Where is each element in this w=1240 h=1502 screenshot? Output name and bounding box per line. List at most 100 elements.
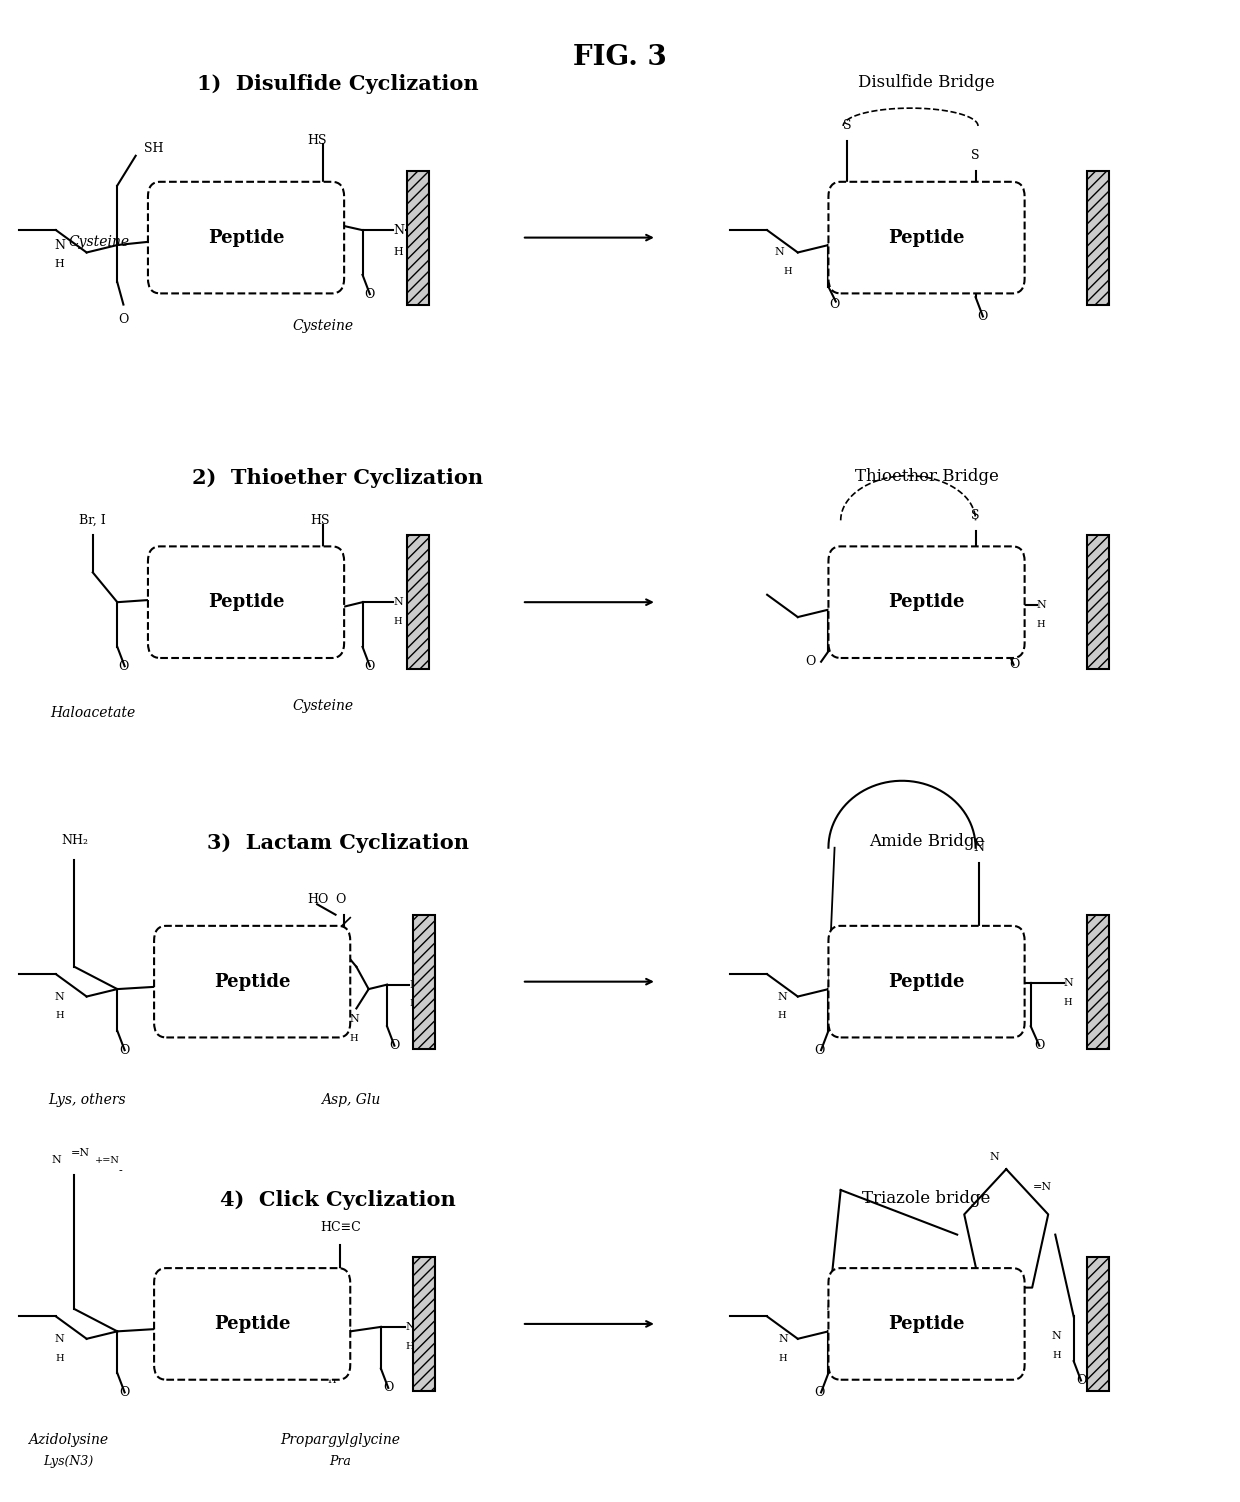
Bar [1087, 915, 1110, 1048]
Text: Peptide: Peptide [208, 593, 284, 611]
Text: O: O [1034, 1039, 1044, 1051]
Text: H: H [1053, 1350, 1060, 1359]
Text: Cysteine: Cysteine [68, 234, 129, 249]
Bar [1087, 535, 1110, 670]
Text: NH₂: NH₂ [61, 834, 88, 847]
FancyBboxPatch shape [148, 182, 345, 293]
Text: N: N [1009, 240, 1019, 249]
FancyBboxPatch shape [154, 1268, 350, 1380]
Text: N: N [51, 1155, 61, 1166]
Text: -: - [119, 1166, 123, 1176]
Text: Lys(N3): Lys(N3) [43, 1455, 93, 1467]
Text: Propargylglycine: Propargylglycine [280, 1433, 401, 1446]
FancyBboxPatch shape [154, 925, 350, 1038]
Text: O: O [365, 288, 374, 300]
Text: HC≡C: HC≡C [320, 1221, 361, 1233]
Text: O: O [1009, 658, 1021, 671]
Text: O: O [978, 309, 988, 323]
Text: N: N [55, 239, 66, 251]
Text: N: N [409, 979, 419, 990]
Text: N: N [55, 1334, 64, 1344]
Text: Peptide: Peptide [888, 593, 965, 611]
Text: H: H [1037, 620, 1045, 629]
FancyBboxPatch shape [828, 182, 1024, 293]
Text: O: O [805, 655, 815, 668]
Text: HO: HO [308, 894, 329, 906]
Text: Peptide: Peptide [208, 228, 284, 246]
Text: H: H [409, 999, 418, 1008]
Text: S: S [971, 509, 980, 523]
Text: =N: =N [1033, 1182, 1053, 1193]
Text: O: O [118, 659, 129, 673]
Text: Peptide: Peptide [888, 228, 965, 246]
Text: O: O [830, 297, 839, 311]
Bar [413, 915, 435, 1048]
Text: =N: =N [71, 1148, 89, 1158]
Text: H: H [779, 1353, 787, 1362]
Text: S: S [843, 120, 851, 132]
Text: N: N [1064, 978, 1074, 988]
Text: H: H [55, 260, 64, 269]
Text: HS: HS [308, 134, 327, 147]
Text: O: O [119, 1386, 130, 1398]
Text: Triazole bridge: Triazole bridge [862, 1190, 991, 1208]
Text: Disulfide Bridge: Disulfide Bridge [858, 74, 994, 92]
Bar [413, 1257, 435, 1391]
Text: N: N [777, 991, 786, 1002]
Text: H: H [350, 1033, 358, 1042]
FancyBboxPatch shape [828, 925, 1024, 1038]
Text: N: N [405, 1322, 415, 1332]
Text: Asp, Glu: Asp, Glu [321, 1093, 379, 1107]
Text: Peptide: Peptide [888, 1314, 965, 1332]
Text: O: O [119, 1044, 130, 1056]
Text: Br, I: Br, I [79, 514, 107, 527]
Text: N: N [348, 1014, 358, 1024]
Text: Peptide: Peptide [215, 973, 290, 991]
Text: +=N: +=N [95, 1155, 120, 1164]
Text: Peptide: Peptide [888, 973, 965, 991]
Text: Azidolysine: Azidolysine [29, 1433, 108, 1446]
Text: H: H [393, 248, 403, 257]
Text: N: N [1037, 601, 1047, 610]
Text: H: H [327, 1376, 336, 1385]
FancyBboxPatch shape [828, 1268, 1024, 1380]
Text: H: H [1009, 260, 1018, 269]
Text: O: O [383, 1382, 393, 1394]
Text: Amide Bridge: Amide Bridge [869, 832, 985, 850]
Text: H: H [393, 617, 402, 626]
Text: N: N [327, 1356, 337, 1367]
Text: NH: NH [987, 981, 1006, 991]
Text: 3)  Lactam Cyclization: 3) Lactam Cyclization [207, 832, 469, 853]
Text: O: O [815, 1386, 825, 1398]
FancyBboxPatch shape [148, 547, 345, 658]
Bar [407, 171, 429, 305]
Text: O: O [336, 894, 346, 906]
Text: N: N [55, 991, 64, 1002]
Text: Haloacetate: Haloacetate [50, 706, 135, 721]
Text: 2)  Thioether Cyclization: 2) Thioether Cyclization [192, 469, 484, 488]
Bar [407, 535, 429, 670]
Text: Thioether Bridge: Thioether Bridge [854, 469, 998, 485]
Text: H: H [777, 1011, 786, 1020]
FancyBboxPatch shape [828, 547, 1024, 658]
Text: O: O [365, 659, 374, 673]
Text: N: N [973, 841, 985, 855]
Text: N: N [324, 617, 335, 631]
Text: N: N [393, 598, 403, 607]
Text: O: O [1076, 1374, 1086, 1386]
Text: FIG. 3: FIG. 3 [573, 44, 667, 71]
Text: SH: SH [144, 141, 164, 155]
Text: H: H [405, 1341, 414, 1350]
Text: O: O [389, 1039, 399, 1051]
Text: N: N [1052, 1331, 1061, 1341]
Text: Pra: Pra [330, 1455, 351, 1467]
Text: Peptide: Peptide [215, 1314, 290, 1332]
Text: H: H [56, 1353, 64, 1362]
Bar [1087, 1257, 1110, 1391]
Text: H: H [1064, 997, 1073, 1006]
Text: N: N [779, 1334, 787, 1344]
Text: Cysteine: Cysteine [293, 698, 353, 713]
Text: S: S [971, 149, 980, 162]
Text: O: O [118, 312, 129, 326]
Text: H: H [784, 267, 792, 276]
